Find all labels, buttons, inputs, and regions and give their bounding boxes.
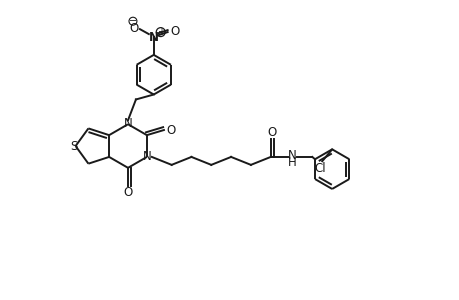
Text: S: S xyxy=(70,140,77,152)
Text: O: O xyxy=(267,126,276,139)
Text: O: O xyxy=(123,186,132,199)
Text: −: − xyxy=(129,16,137,26)
Text: O: O xyxy=(166,124,175,136)
Text: N: N xyxy=(123,117,132,130)
Text: H: H xyxy=(287,156,296,170)
Text: +: + xyxy=(157,27,164,37)
Text: N: N xyxy=(287,149,296,162)
Text: N: N xyxy=(148,31,158,44)
Text: O: O xyxy=(129,22,138,34)
Text: Cl: Cl xyxy=(314,162,325,175)
Text: N: N xyxy=(142,150,151,164)
Text: O: O xyxy=(169,25,179,38)
